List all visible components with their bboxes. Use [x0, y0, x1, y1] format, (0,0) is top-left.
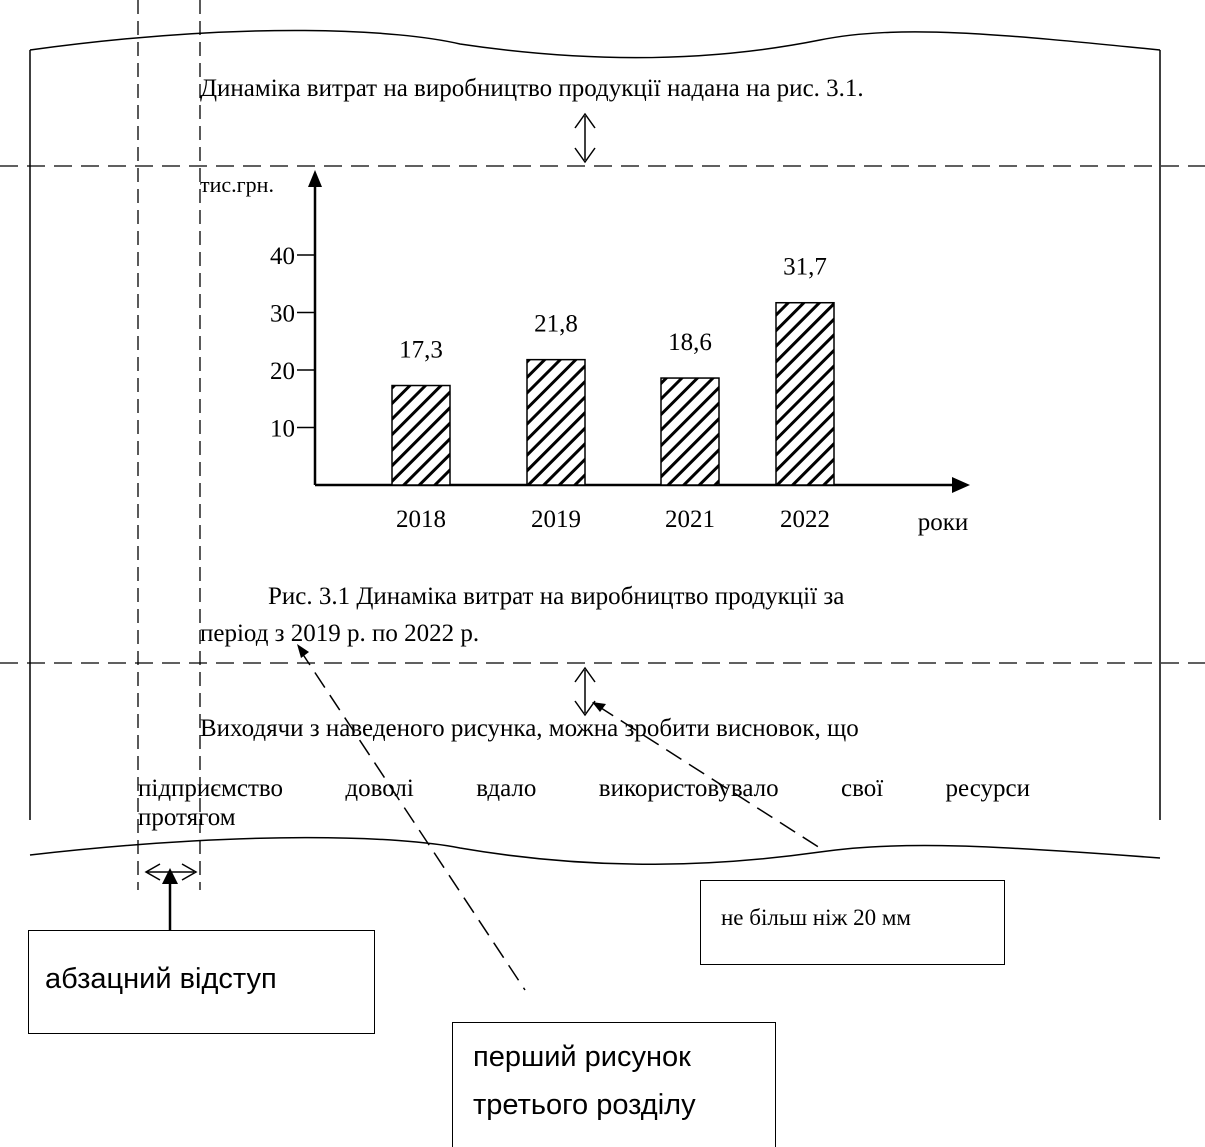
x-axis-arrow-icon	[952, 477, 970, 493]
data-label-2021: 18,6	[668, 329, 712, 356]
y-tick-label: 10	[270, 416, 295, 443]
indent-callout-label: абзацний відступ	[45, 963, 277, 995]
gap-leader-arrowhead-icon	[592, 702, 606, 712]
paragraph-line2: підприємство доволі вдало використовувал…	[138, 775, 1030, 802]
max-gap-callout-box: не більш ніж 20 мм	[700, 880, 1005, 965]
y-tick-label: 40	[270, 243, 295, 270]
top-gap-double-arrow-icon	[574, 112, 596, 164]
y-axis-label: тис.грн.	[200, 172, 274, 197]
bar-2019	[526, 358, 586, 486]
intro-text: Динаміка витрат на виробництво продукції…	[200, 75, 864, 102]
first-figure-callout-line1: перший рисунок	[473, 1041, 691, 1073]
gap-leader-dashed	[597, 705, 821, 849]
bottom-gap-double-arrow-icon	[574, 666, 596, 717]
figure-leader-dashed	[299, 649, 526, 991]
figure-caption-line1: Рис. 3.1 Динаміка витрат на виробництво …	[268, 583, 845, 610]
bar-2022	[775, 301, 835, 486]
max-gap-callout-label: не більш ніж 20 мм	[721, 905, 911, 930]
figure-leader-arrowhead-icon	[297, 644, 309, 658]
x-tick-label-2022: 2022	[780, 506, 830, 533]
chart-marks: тис.грн. 10 20 30 40 17,3 2018 21,8 2019 18,6 2021…	[200, 172, 968, 536]
figure-caption-line2: період з 2019 р. по 2022 р.	[200, 620, 480, 647]
x-tick-label-2021: 2021	[665, 506, 715, 533]
y-axis-arrow-icon	[308, 170, 322, 187]
x-tick-label-2018: 2018	[396, 506, 446, 533]
x-axis-label: роки	[918, 509, 969, 536]
paragraph-line3: протягом	[138, 803, 236, 831]
data-label-2019: 21,8	[534, 311, 578, 338]
first-figure-callout-line2: третього розділу	[473, 1089, 696, 1121]
page-top-wavy-edge	[29, 29, 1161, 59]
data-label-2018: 17,3	[399, 337, 443, 364]
indent-callout-box: абзацний відступ	[28, 930, 375, 1034]
bar-2021	[660, 377, 720, 486]
first-figure-callout-box: перший рисунок третього розділу	[452, 1022, 776, 1147]
paragraph-line2-3: підприємство доволі вдало використовувал…	[138, 775, 1030, 833]
indent-pointer-arrowhead-icon	[162, 868, 178, 884]
y-tick-label: 20	[270, 358, 295, 385]
y-tick-label: 30	[270, 301, 295, 328]
paragraph-line1: Виходячи з наведеного рисунка, можна зро…	[200, 715, 859, 742]
x-tick-label-2019: 2019	[531, 506, 581, 533]
bar-2018	[391, 384, 451, 486]
page-bottom-wavy-edge	[29, 836, 1161, 865]
data-label-2022: 31,7	[783, 254, 827, 281]
